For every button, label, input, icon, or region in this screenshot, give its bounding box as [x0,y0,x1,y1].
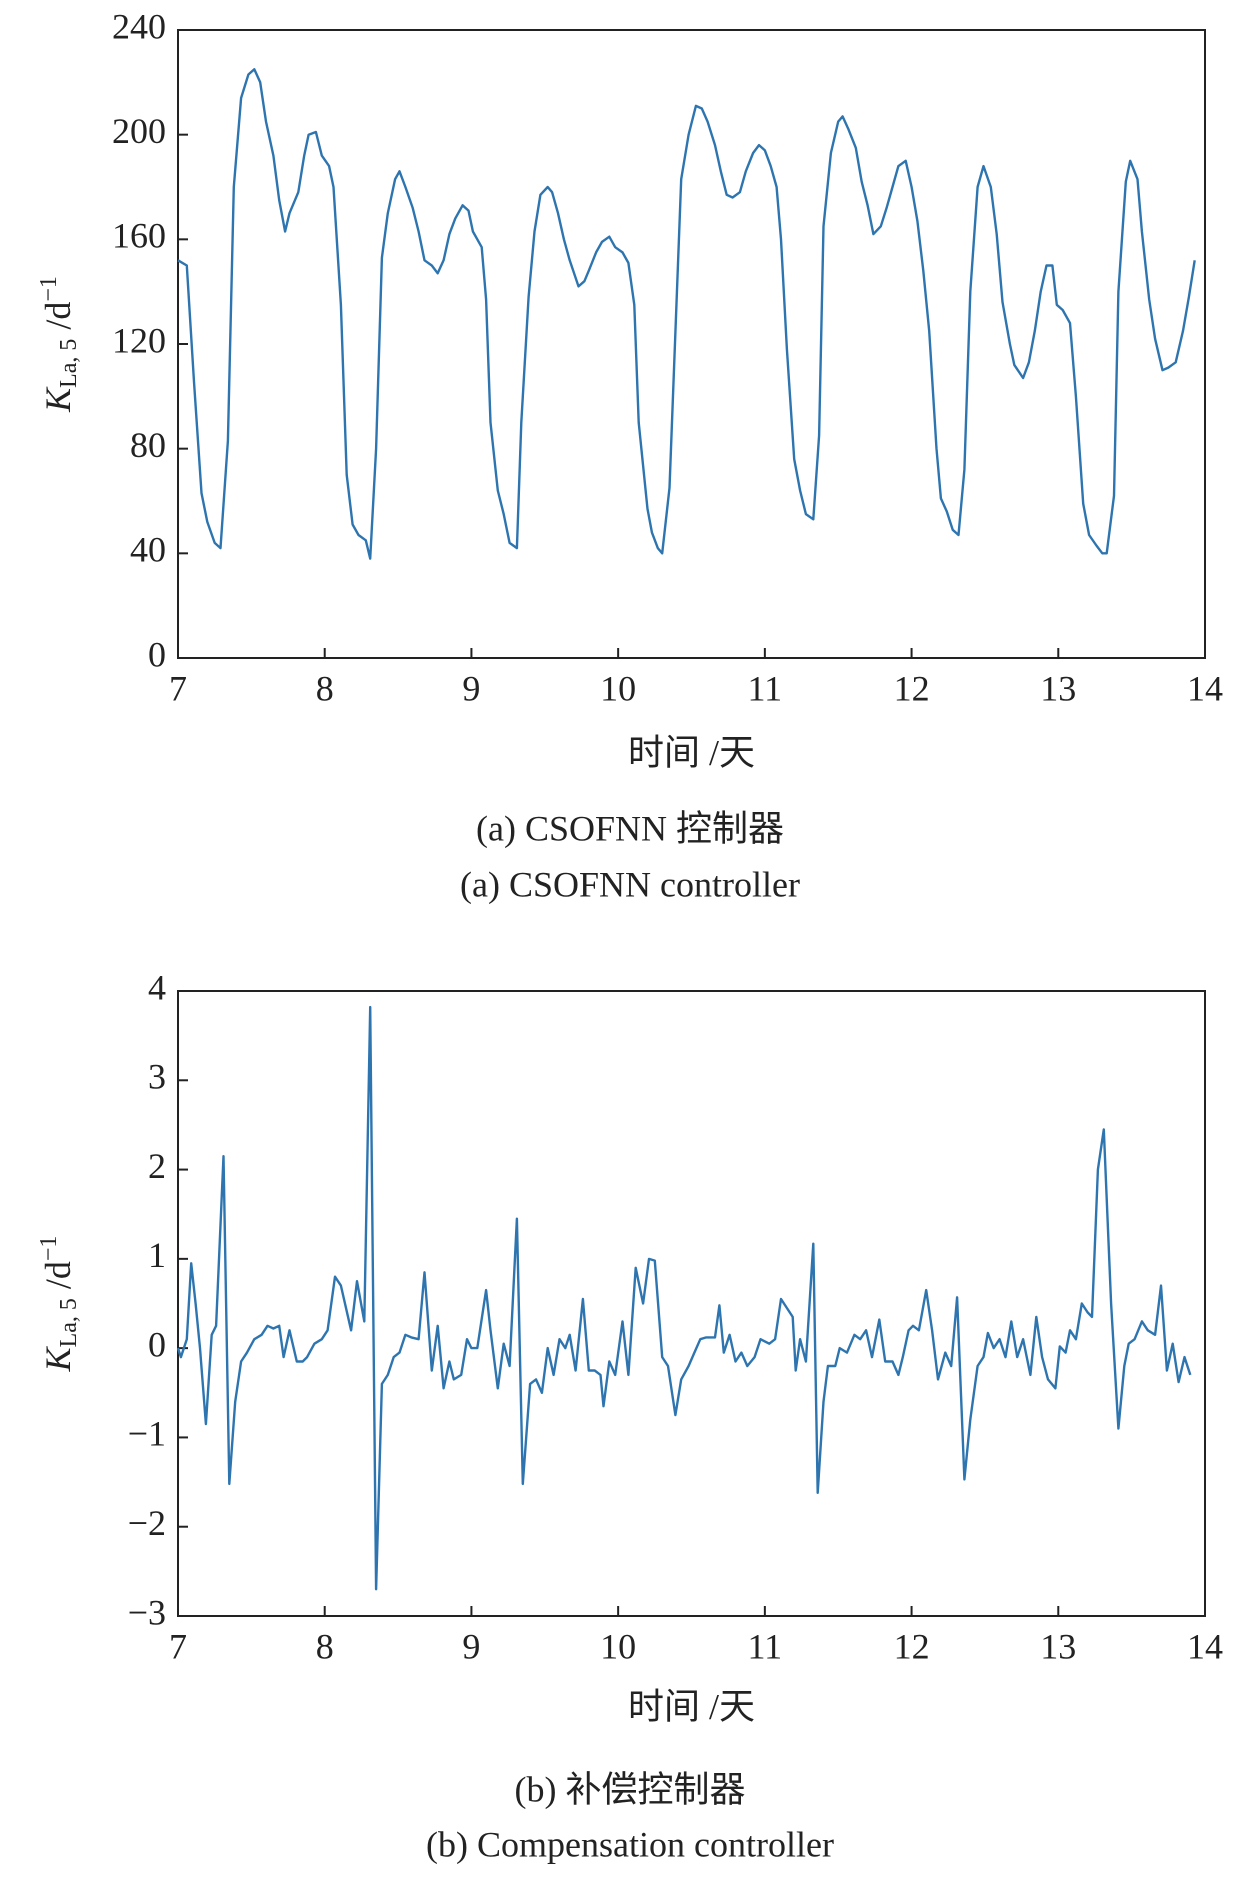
x-tick-label: 13 [1040,1626,1076,1666]
x-tick-label: 9 [462,668,480,708]
y-label-symbol: K [38,1345,78,1372]
y-tick-label: 0 [148,634,166,674]
x-tick-label: 7 [169,1626,187,1666]
caption: (a) CSOFNN 控制器 [476,808,784,848]
y-tick-label: 200 [112,111,166,151]
y-tick-label: 0 [148,1324,166,1364]
x-tick-label: 11 [748,668,783,708]
x-axis-label: 时间 /天 [628,732,755,772]
x-tick-label: 13 [1040,668,1076,708]
y-label-subscript: La, 5 [56,339,82,388]
x-tick-label: 14 [1187,1626,1223,1666]
y-axis-label: KLa, 5 /d−1 [36,276,82,413]
plot-frame [177,990,1206,1617]
caption: (b) 补偿控制器 [515,1769,746,1809]
y-tick-label: 1 [148,1235,166,1275]
data-line [176,1005,1192,1591]
y-tick-label: 160 [112,216,166,256]
y-tick-label: −1 [128,1414,166,1454]
x-tick-label: 14 [1187,668,1223,708]
x-tick-label: 8 [316,668,334,708]
y-tick-label: 4 [148,967,166,1007]
y-tick-label: 3 [148,1057,166,1097]
caption-en: (a) CSOFNN controller [460,864,800,904]
x-tick-label: 12 [894,668,930,708]
x-axis-label: 时间 /天 [628,1686,755,1726]
y-label-subscript: La, 5 [56,1298,82,1347]
y-tick-label: 120 [112,320,166,360]
y-axis-label: KLa, 5 /d−1 [36,1236,82,1373]
x-tick-label: 7 [169,668,187,708]
y-label-unit: /d [38,302,78,339]
x-tick-label: 10 [600,1626,636,1666]
x-tick-label: 9 [462,1626,480,1666]
y-tick-label: −3 [128,1592,166,1632]
y-label-superscript: −1 [36,1236,62,1262]
y-label-symbol: K [38,386,78,413]
y-tick-label: 2 [148,1146,166,1186]
x-tick-label: 8 [316,1626,334,1666]
y-label-unit: /d [38,1261,78,1298]
x-tick-label: 11 [748,1626,783,1666]
y-tick-label: 240 [112,6,166,46]
y-tick-label: 40 [130,530,166,570]
y-label-superscript: −1 [36,276,62,302]
y-tick-label: −2 [128,1503,166,1543]
data-line [177,68,1196,560]
x-tick-label: 12 [894,1626,930,1666]
caption-en: (b) Compensation controller [426,1824,834,1864]
x-tick-label: 10 [600,668,636,708]
y-tick-label: 80 [130,425,166,465]
